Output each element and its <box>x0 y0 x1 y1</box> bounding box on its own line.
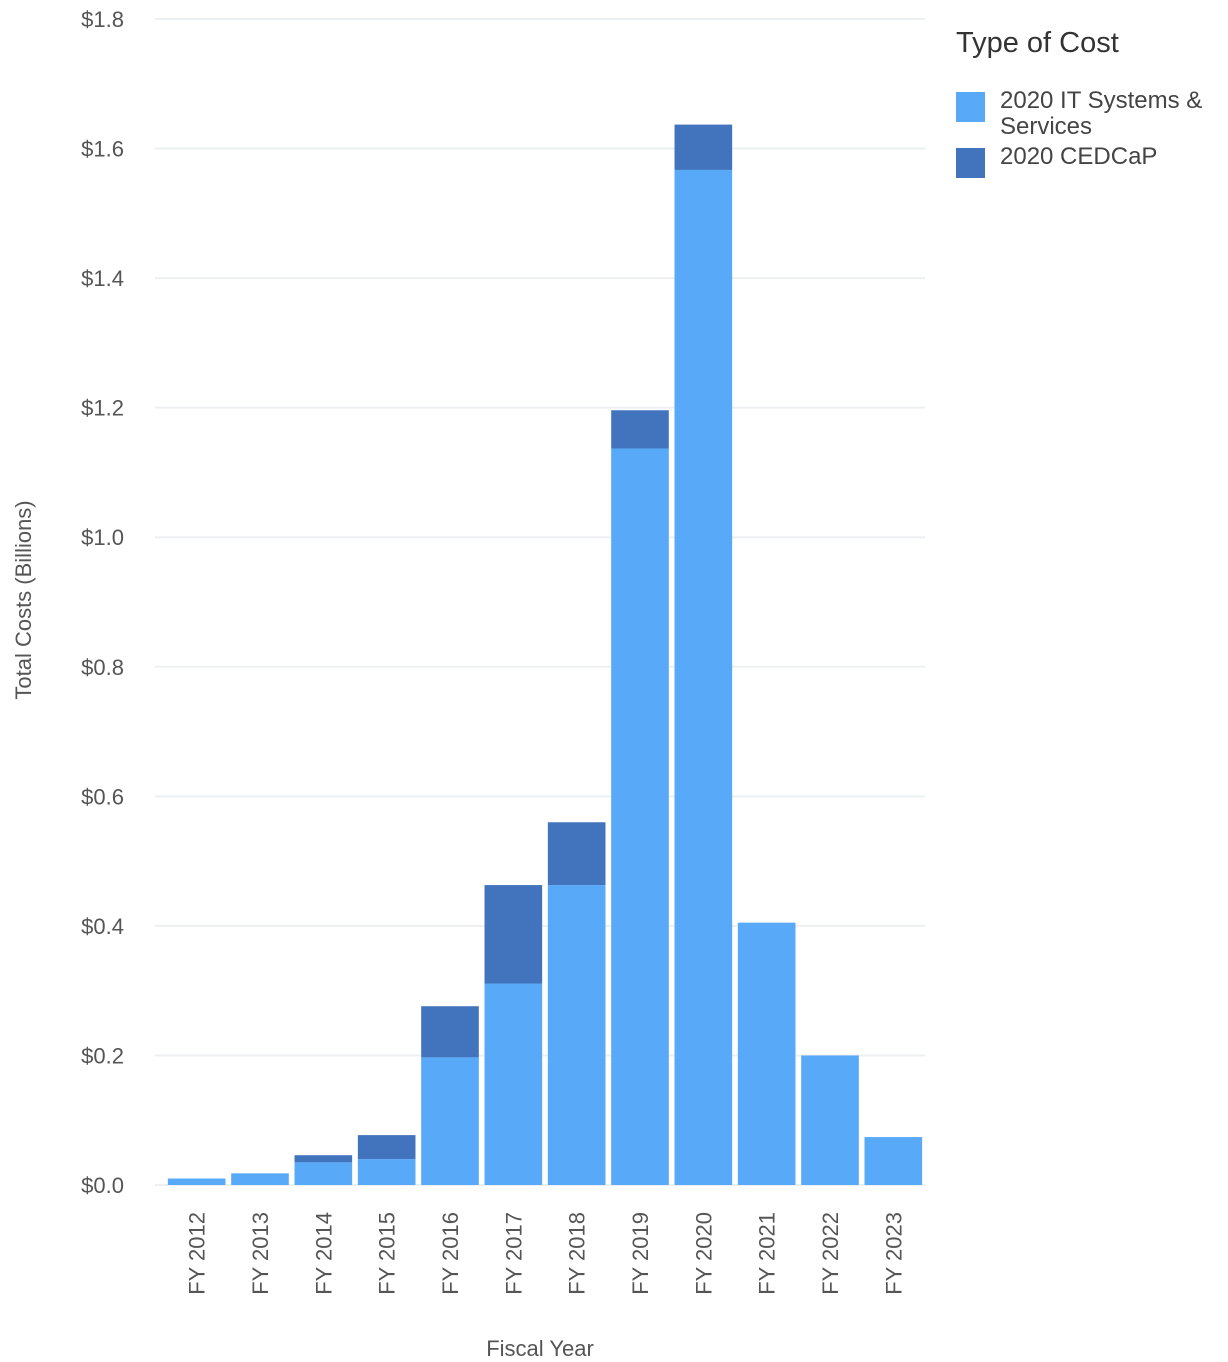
x-tick-label: FY 2023 <box>881 1212 906 1295</box>
y-tick-label: $1.8 <box>81 7 124 32</box>
y-tick-label: $1.4 <box>81 266 124 291</box>
y-tick-label: $1.0 <box>81 525 124 550</box>
x-tick-label: FY 2012 <box>185 1212 210 1295</box>
bar-segment <box>421 1006 479 1058</box>
x-tick-label: FY 2018 <box>565 1212 590 1295</box>
x-tick-label: FY 2021 <box>755 1212 780 1295</box>
bars <box>167 124 923 1185</box>
legend-label: 2020 CEDCaP <box>1000 143 1157 170</box>
gridlines <box>155 18 925 1186</box>
bar-segment <box>864 1137 923 1185</box>
bar-segment <box>294 1155 353 1163</box>
y-tick-label: $0.2 <box>81 1043 124 1068</box>
bar-segment <box>484 885 543 984</box>
x-tick-label: FY 2019 <box>628 1212 653 1295</box>
x-tick-label: FY 2013 <box>248 1212 273 1295</box>
bar-segment <box>611 448 669 1185</box>
bar-segment <box>674 169 733 1185</box>
legend-label: Services <box>1000 113 1092 140</box>
bar-segment <box>421 1057 479 1185</box>
legend-swatch <box>956 148 985 178</box>
bar-segment <box>547 822 606 886</box>
bar-segment <box>357 1159 416 1185</box>
y-tick-label: $0.6 <box>81 784 124 809</box>
bar-segment <box>737 922 796 1185</box>
y-tick-label: $1.6 <box>81 137 124 162</box>
x-tick-label: FY 2020 <box>691 1212 716 1295</box>
bar-segment <box>674 124 733 170</box>
x-axis-title: Fiscal Year <box>486 1336 594 1361</box>
y-tick-label: $0.4 <box>81 914 124 939</box>
x-tick-label: FY 2022 <box>818 1212 843 1295</box>
x-tick-label: FY 2014 <box>311 1212 336 1295</box>
x-tick-label: FY 2016 <box>438 1212 463 1295</box>
bar-segment <box>547 885 606 1185</box>
bar-segment <box>231 1173 289 1185</box>
legend-swatch <box>956 92 985 122</box>
x-tick-label: FY 2017 <box>501 1212 526 1295</box>
y-axis-ticks: $0.0 $0.2 $0.4 $0.6 $0.8 $1.0 $1.2 $1.4 $1.6 $1.8 <box>81 7 124 1198</box>
bar-segment <box>484 983 543 1185</box>
y-axis-title: Total Costs (Billions) <box>11 500 36 699</box>
bar-segment <box>801 1055 859 1185</box>
bar-segment <box>167 1178 226 1185</box>
x-tick-label: FY 2015 <box>375 1212 400 1295</box>
y-tick-label: $1.2 <box>81 396 124 421</box>
bar-segment <box>611 410 669 449</box>
y-tick-label: $0.0 <box>81 1173 124 1198</box>
legend-label: 2020 IT Systems & <box>1000 87 1202 114</box>
x-axis-ticks: FY 2012 FY 2013 FY 2014 FY 2015 FY 2016 FY 20… <box>185 1212 907 1295</box>
legend-title: Type of Cost <box>956 27 1119 59</box>
bar-segment <box>357 1135 416 1160</box>
legend: Type of Cost 2020 IT Systems &Services20… <box>956 27 1202 178</box>
y-tick-label: $0.8 <box>81 655 124 680</box>
bar-segment <box>294 1162 353 1185</box>
legend-items: 2020 IT Systems &Services 2020 CEDCaP <box>956 87 1202 178</box>
